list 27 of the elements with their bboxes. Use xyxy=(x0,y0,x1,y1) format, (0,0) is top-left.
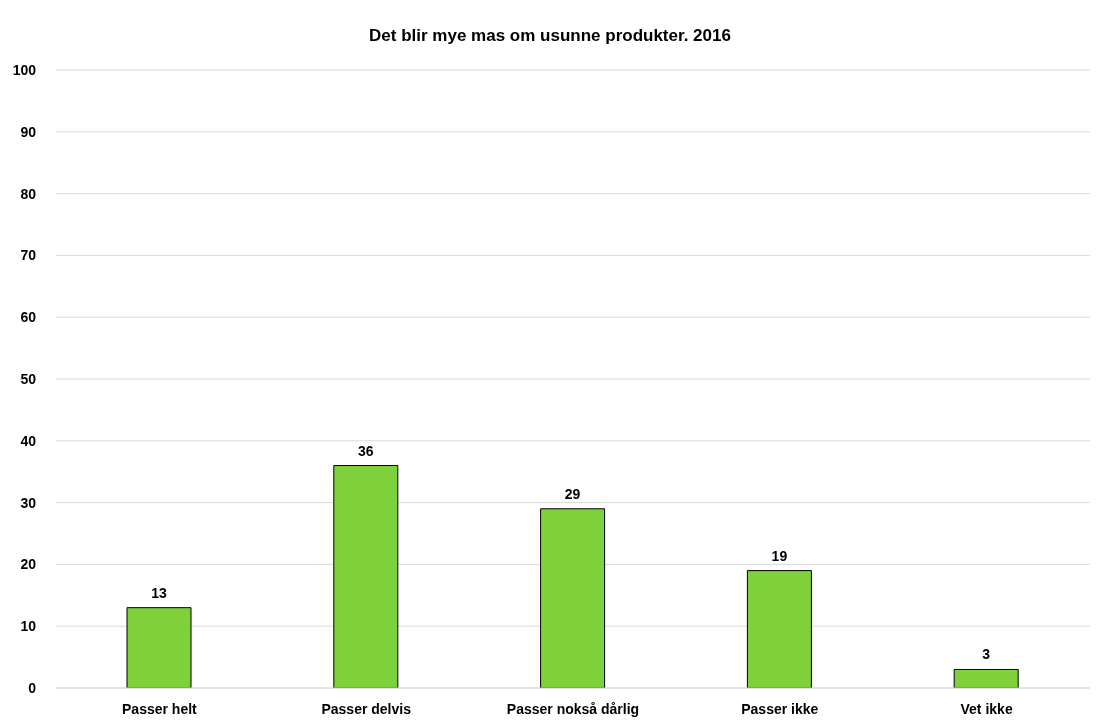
y-tick-label: 0 xyxy=(28,679,37,696)
bar xyxy=(953,668,1019,688)
x-tick-label: Passer delvis xyxy=(321,700,412,717)
x-tick-label: Vet ikke xyxy=(960,700,1013,717)
y-tick-label: 70 xyxy=(20,247,37,264)
x-tick-label: Passer nokså dårlig xyxy=(506,700,640,717)
data-label: 13 xyxy=(151,584,167,601)
y-tick-label: 50 xyxy=(20,370,37,387)
y-tick-label: 20 xyxy=(20,556,37,573)
y-tick-label: 10 xyxy=(20,618,37,635)
y-tick-label: 40 xyxy=(20,432,37,449)
y-tick-label: 30 xyxy=(20,494,37,511)
data-label: 3 xyxy=(982,646,991,663)
y-tick-label: 60 xyxy=(20,309,37,326)
data-label: 19 xyxy=(771,547,788,564)
bar xyxy=(746,570,812,688)
chart-title: Det blir mye mas om usunne produkter. 2016 xyxy=(368,26,732,46)
data-label: 36 xyxy=(358,442,374,459)
y-tick-label: 100 xyxy=(12,61,37,78)
bar xyxy=(126,607,192,688)
y-tick-label: 80 xyxy=(20,185,37,202)
y-tick-label: 90 xyxy=(20,123,37,140)
x-tick-label: Passer helt xyxy=(122,700,198,717)
x-tick-label: Passer ikke xyxy=(741,700,819,717)
data-label: 29 xyxy=(564,485,581,502)
bar xyxy=(540,508,606,688)
bar xyxy=(333,465,399,688)
